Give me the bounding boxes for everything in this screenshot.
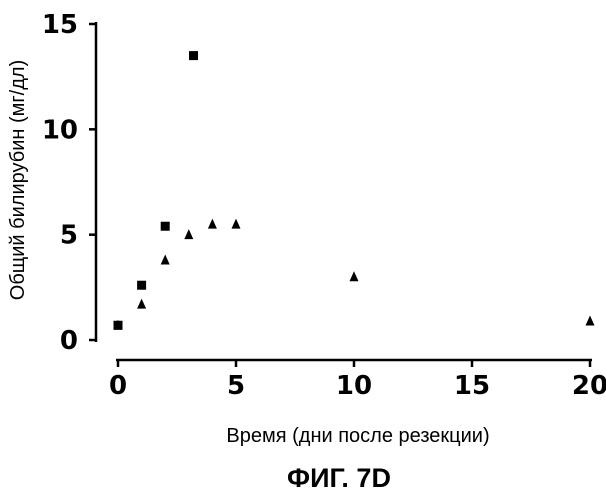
triangle-point [137,299,146,309]
triangle-point [208,219,217,229]
x-tick-label: 15 [454,371,490,401]
y-tick-label: 15 [42,10,78,40]
y-tick-label: 10 [42,115,78,145]
x-axis-label: Время (дни после резекции) [226,425,489,447]
y-axis-label: Общий билирубин (мг/дл) [7,60,29,300]
triangle-point [184,229,193,239]
triangle-point [232,219,241,229]
square-point [189,51,198,60]
y-tick-label: 0 [60,326,78,356]
square-point [137,281,146,290]
x-tick-label: 20 [572,371,606,401]
figure-caption: ФИГ. 7D [287,463,391,493]
square-point [161,222,170,231]
axes: 0 5 10 15 0 5 10 15 20 [42,10,606,401]
data-points [114,51,595,330]
x-tick-label: 0 [109,371,127,401]
x-tick-label: 10 [336,371,372,401]
triangle-point [350,271,359,281]
triangle-point [586,316,595,326]
x-tick-label: 5 [227,371,245,401]
triangle-point [161,254,170,264]
y-tick-label: 5 [60,221,78,251]
